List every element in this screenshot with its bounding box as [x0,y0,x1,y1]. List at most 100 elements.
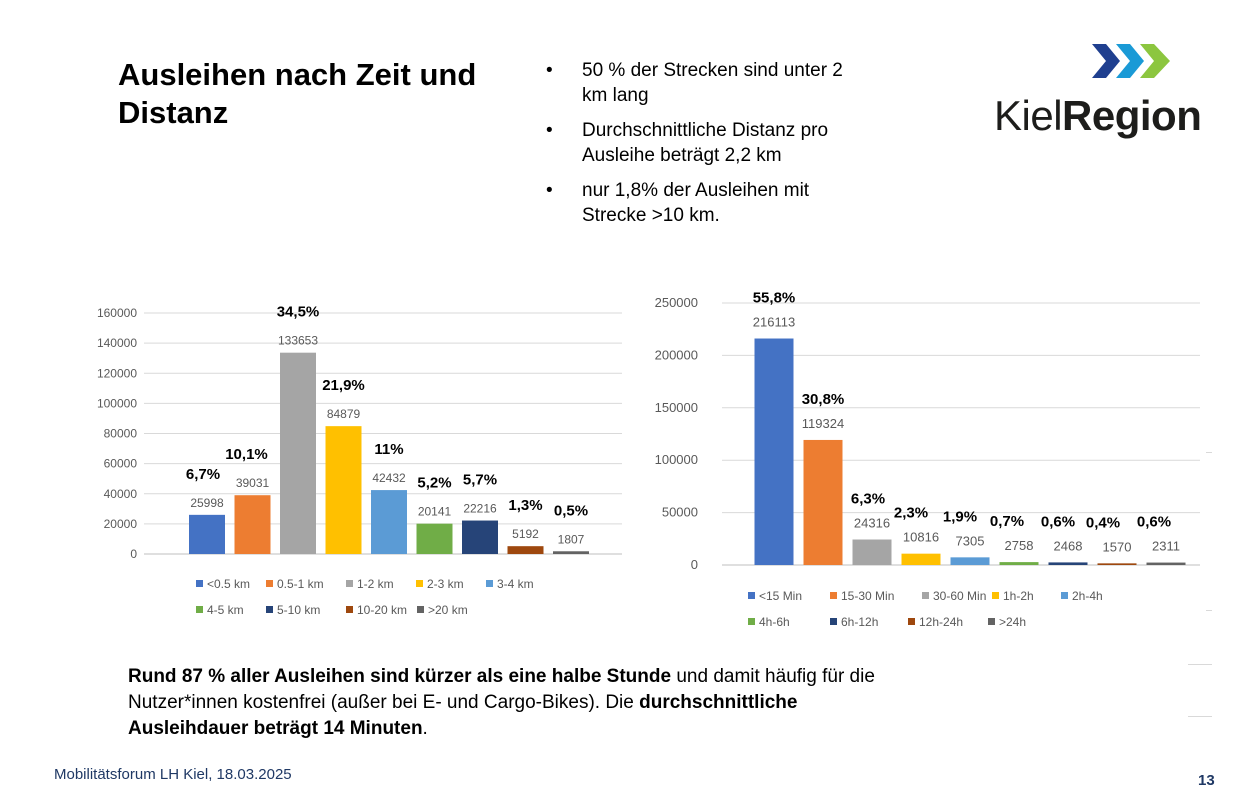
distance-legend-item: 2-3 km [416,577,464,591]
duration-chart-legend: <15 Min 15-30 Min 30-60 Min 1h-2h 2h-4h 4h-6h… [748,589,1168,637]
bullet-dot: • [546,60,553,81]
page-number: 13 [1198,772,1215,789]
distance-legend-swatch [196,606,203,613]
divider [1206,452,1212,453]
summary-bold-2: durchschnittliche Ausleihdauer beträgt 1… [128,692,798,739]
duration-bar [901,553,941,565]
distance-bar [553,551,589,554]
duration-y-tick-label: 150000 [655,400,698,415]
duration-percent-label: 0,7% [990,513,1024,530]
duration-bar [852,539,892,565]
duration-legend-swatch [922,592,929,599]
distance-legend-label: 5-10 km [277,603,321,617]
distance-legend-swatch [196,580,203,587]
duration-legend-label: 30-60 Min [933,589,987,603]
distance-percent-label: 6,7% [186,466,220,483]
duration-value-label: 7305 [956,533,985,548]
distance-y-tick-label: 80000 [104,427,138,441]
distance-legend-swatch [266,580,273,587]
duration-legend-label: 15-30 Min [841,589,895,603]
logo-arrows-icon [1092,44,1170,78]
duration-percent-label: 0,6% [1041,513,1075,530]
duration-legend-item: 6h-12h [830,615,878,629]
duration-legend-label: <15 Min [759,589,803,603]
distance-legend-swatch [346,606,353,613]
bullet-list: • 50 % der Strecken sind unter 2 km lang … [546,58,846,238]
duration-y-tick-label: 250000 [655,295,698,310]
duration-legend-label: >24h [999,615,1027,629]
distance-legend-item: 3-4 km [486,577,534,591]
duration-value-label: 1570 [1103,539,1132,554]
distance-bar [371,490,407,554]
duration-legend-swatch [988,618,995,625]
duration-legend-label: 12h-24h [919,615,964,629]
duration-percent-label: 0,6% [1137,514,1171,531]
summary-text: Rund 87 % aller Ausleihen sind kürzer al… [128,664,888,742]
distance-chart: 0 20000 40000 60000 80000 100000 120000 140000 1… [97,304,622,561]
duration-legend-item: 15-30 Min [830,589,894,603]
logo-wordmark-light: Kiel [994,92,1063,139]
duration-bar [803,439,843,565]
duration-value-label: 216113 [753,315,795,330]
duration-y-tick-label: 50000 [662,505,698,520]
duration-legend-label: 1h-2h [1003,589,1034,603]
duration-percent-label: 2,3% [894,505,928,522]
bullet-dot: • [546,180,553,201]
duration-legend-swatch [748,592,755,599]
duration-value-label: 2758 [1005,538,1034,553]
distance-legend-item: 10-20 km [346,603,407,617]
duration-bar [1097,563,1137,565]
duration-y-tick-label: 200000 [655,347,698,362]
distance-value-label: 39031 [236,476,270,490]
distance-y-tick-label: 60000 [104,457,138,471]
bullet-text: 50 % der Strecken sind unter 2 km lang [582,60,843,106]
duration-value-label: 119324 [802,416,844,431]
duration-legend-item: 2h-4h [1061,589,1103,603]
distance-legend-swatch [486,580,493,587]
distance-legend-label: 2-3 km [427,577,464,591]
distance-y-tick-label: 100000 [97,396,137,410]
distance-chart-legend: <0.5 km 0.5-1 km 1-2 km 2-3 km 3-4 km 4-5 km 5… [196,577,556,621]
duration-bar [950,557,990,565]
distance-percent-label: 11% [374,441,403,458]
logo-wordmark-bold: Region [1062,92,1202,139]
distance-bar [507,546,544,554]
bullet-text: nur 1,8% der Ausleihen mit Strecke >10 k… [582,180,810,226]
distance-percent-label: 5,2% [417,475,451,492]
duration-chart: 0 50000 100000 150000 200000 250000 216113 55,8… [655,290,1200,572]
distance-legend-swatch [346,580,353,587]
distance-percent-label: 10,1% [225,446,268,463]
distance-value-label: 133653 [278,334,318,348]
divider [1188,716,1212,717]
distance-percent-label: 34,5% [277,304,320,321]
distance-bar [325,426,362,554]
duration-legend-label: 4h-6h [759,615,790,629]
distance-legend-label: <0.5 km [207,577,251,591]
distance-percent-label: 5,7% [463,472,497,489]
summary-bold-1: Rund 87 % aller Ausleihen sind kürzer al… [128,666,672,687]
duration-value-label: 10816 [903,530,939,545]
distance-y-tick-label: 120000 [97,366,137,380]
distance-value-label: 5192 [512,527,539,541]
distance-legend-item: >20 km [417,603,468,617]
distance-percent-label: 1,3% [508,497,542,514]
duration-legend-item: 4h-6h [748,615,790,629]
duration-y-tick-label: 0 [691,557,698,572]
duration-value-label: 2311 [1152,539,1180,554]
distance-y-tick-label: 0 [130,547,137,561]
distance-value-label: 84879 [327,407,361,421]
duration-legend-label: 6h-12h [841,615,879,629]
distance-y-tick-label: 140000 [97,336,137,350]
duration-legend-swatch [1061,592,1068,599]
distance-legend-item: 0.5-1 km [266,577,324,591]
divider [1188,664,1212,665]
duration-percent-label: 6,3% [851,491,885,508]
duration-legend-swatch [748,618,755,625]
duration-percent-label: 0,4% [1086,514,1120,531]
distance-percent-label: 0,5% [554,502,588,519]
slide-title: Ausleihen nach Zeit und Distanz [118,57,477,130]
distance-legend-label: 10-20 km [357,603,408,617]
distance-value-label: 20141 [418,505,452,519]
distance-legend-item: <0.5 km [196,577,250,591]
duration-percent-label: 30,8% [802,391,845,408]
